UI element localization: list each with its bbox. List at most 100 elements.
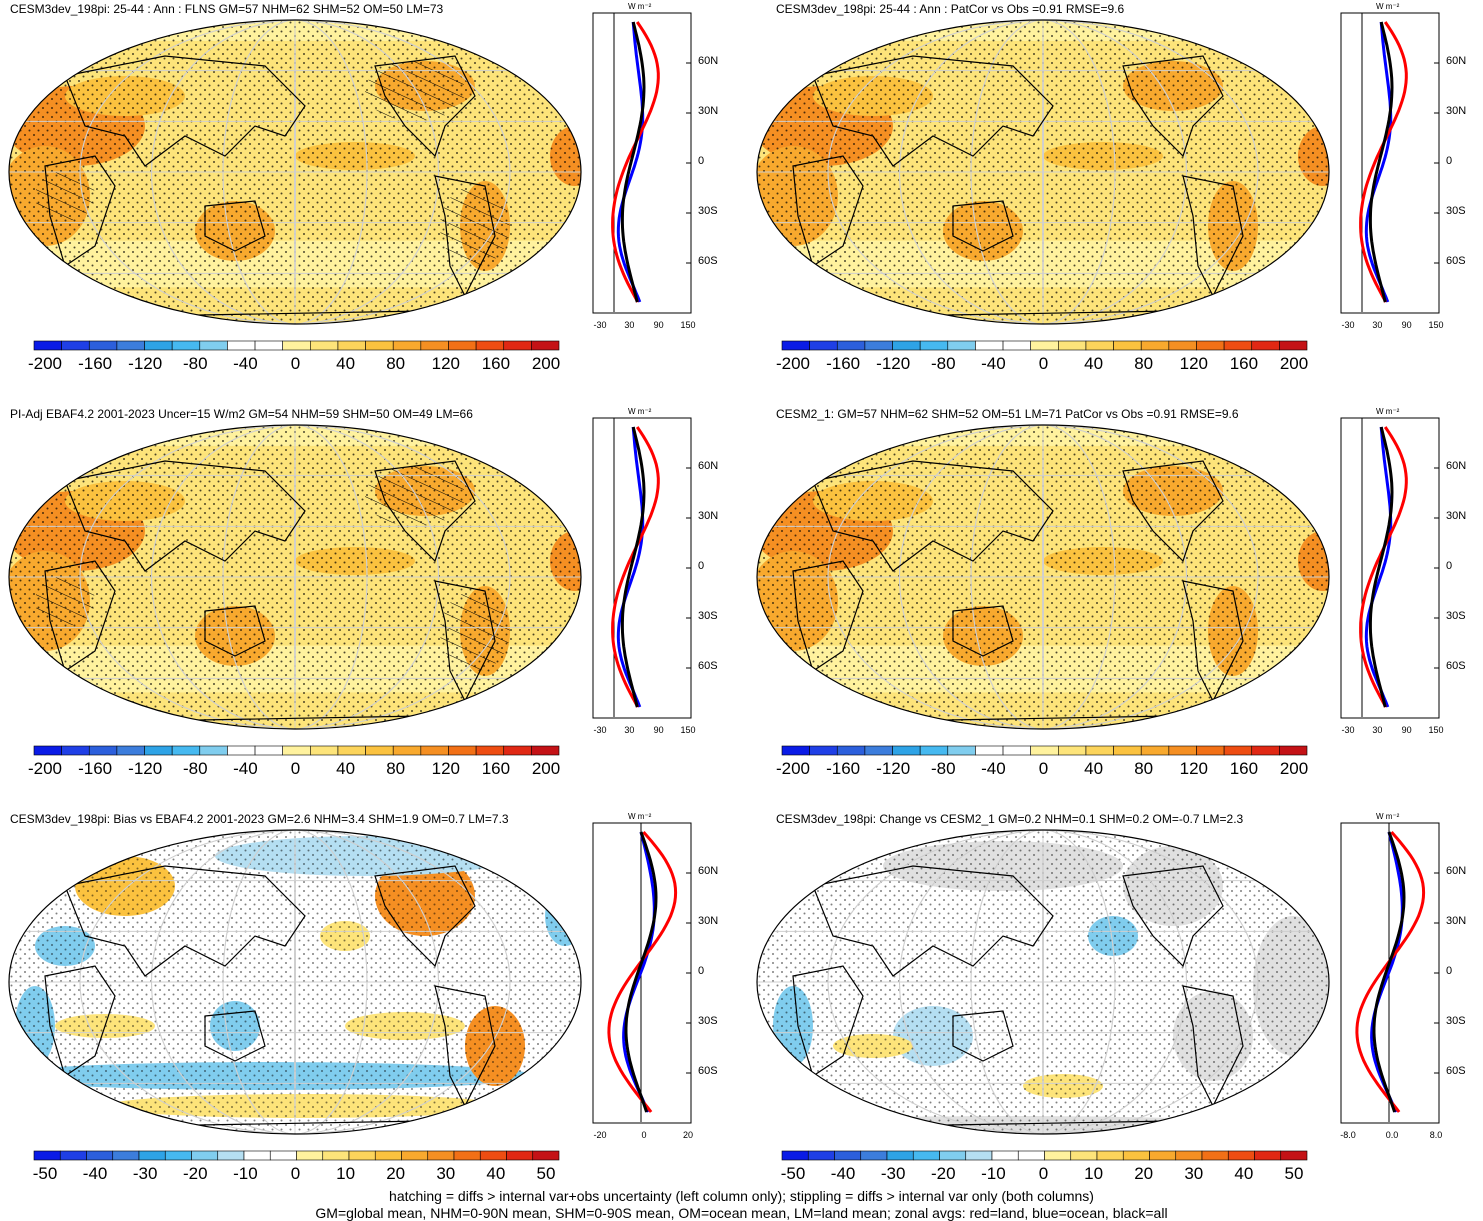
world-map <box>8 424 582 730</box>
colorbar-swatch <box>337 745 366 756</box>
lat-label: 60S <box>1446 1065 1466 1077</box>
colorbar-tick-label: 0 <box>1038 759 1049 778</box>
zonal-land-line <box>607 831 678 1113</box>
colorbar-swatch <box>217 1150 245 1161</box>
colorbar-swatch <box>834 1150 862 1161</box>
zonal-all-line <box>1368 426 1394 708</box>
colorbar-swatch <box>991 1150 1019 1161</box>
zonal-unit-label: W m⁻² <box>1376 407 1400 416</box>
colorbar-tick-label: -40 <box>981 759 1006 778</box>
colorbar-swatch <box>199 340 228 351</box>
colorbar-swatch <box>33 745 62 756</box>
colorbar-swatch <box>296 1150 324 1161</box>
zonal-unit-label: W m⁻² <box>1376 812 1400 821</box>
colorbar-tick-label: 0 <box>1038 1164 1049 1183</box>
zonal-mean-plot <box>1340 417 1440 719</box>
zonal-land-line <box>611 21 660 303</box>
colorbar-swatch <box>939 1150 967 1161</box>
colorbar-swatch <box>1085 340 1114 351</box>
colorbar-swatch <box>199 745 228 756</box>
colorbar-swatch <box>947 745 976 756</box>
colorbar-swatch <box>282 340 311 351</box>
colorbar-tick-label: 200 <box>531 354 561 373</box>
zonal-x-tick: -8.0 <box>1340 1130 1356 1140</box>
colorbar-swatch <box>310 745 339 756</box>
zonal-x-tick: -30 <box>593 320 607 330</box>
colorbar-swatch <box>864 745 893 756</box>
colorbar-tick-label: 40 <box>336 759 356 778</box>
panel-2: CESM3dev_198pi: 25-44 : Ann : PatCor vs … <box>748 0 1483 400</box>
colorbar-tick-label: -80 <box>931 759 956 778</box>
colorbar-swatch <box>1030 340 1059 351</box>
colorbar-tick-label: -200 <box>775 354 811 373</box>
zonal-x-tick: 90 <box>653 725 664 735</box>
zonal-x-tick: 150 <box>680 725 696 735</box>
colorbar-swatch <box>392 340 422 351</box>
colorbar-tick-label: 0 <box>290 759 301 778</box>
colorbar-swatch <box>1168 745 1197 756</box>
colorbar-tick-label: 120 <box>1179 354 1208 373</box>
colorbar-swatch <box>1070 1150 1098 1161</box>
lat-label: 30N <box>698 105 719 117</box>
colorbar-tick-label: -120 <box>876 354 911 373</box>
colorbar-labels: -200 -160 -120 -80 -40 0 40 80 120 160 200 <box>776 354 1308 376</box>
colorbar-tick-label: 30 <box>436 1164 456 1183</box>
colorbar-swatch <box>243 1150 271 1161</box>
zonal-ocean-line <box>1364 21 1393 303</box>
colorbar-tick-label: -50 <box>32 1164 58 1183</box>
colorbar-tick-label: -40 <box>233 354 258 373</box>
lat-label: 30S <box>698 205 718 217</box>
colorbar-labels: -50 -40 -30 -20 -10 0 10 20 30 40 50 <box>33 1164 558 1186</box>
colorbar <box>781 340 1308 351</box>
colorbar-swatch <box>531 745 560 756</box>
colorbar-swatch <box>1058 745 1087 756</box>
zonal-x-tick: 30 <box>1372 320 1383 330</box>
colorbar-swatch <box>420 745 449 756</box>
colorbar <box>33 340 560 351</box>
colorbar-swatch <box>365 745 394 756</box>
zonal-x-tick: 30 <box>624 320 635 330</box>
zonal-unit-label: W m⁻² <box>1376 2 1400 11</box>
colorbar-tick-label: 0 <box>290 354 301 373</box>
colorbar-swatch <box>781 745 810 756</box>
colorbar-swatch <box>781 340 810 351</box>
colorbar-swatch <box>420 340 449 351</box>
lat-label: 60S <box>1446 660 1466 672</box>
colorbar-swatch <box>886 1150 914 1161</box>
colorbar-swatch <box>1251 340 1280 351</box>
colorbar-tick-label: 50 <box>536 1164 556 1183</box>
colorbar-swatch <box>864 340 893 351</box>
zonal-ocean-line <box>616 21 645 303</box>
lat-label: 60N <box>698 55 719 67</box>
colorbar <box>781 1150 1308 1161</box>
colorbar <box>33 1150 560 1161</box>
colorbar-swatch <box>475 340 505 351</box>
zonal-x-tick: 30 <box>1372 725 1383 735</box>
colorbar-swatch <box>227 745 256 756</box>
zonal-ocean-line <box>622 831 656 1113</box>
colorbar-swatch <box>269 1150 297 1161</box>
colorbar-swatch <box>506 1150 534 1161</box>
panel-5: CESM3dev_198pi: Bias vs EBAF4.2 2001-202… <box>0 810 740 1210</box>
colorbar-swatch <box>1251 745 1280 756</box>
colorbar-swatch <box>1168 340 1197 351</box>
colorbar-swatch <box>912 1150 940 1161</box>
zonal-land-line <box>611 426 660 708</box>
colorbar-swatch <box>975 745 1004 756</box>
colorbar-swatch <box>138 1150 166 1161</box>
lat-label: 60N <box>1446 460 1467 472</box>
colorbar-swatch <box>1017 1150 1045 1161</box>
colorbar-swatch <box>88 340 118 351</box>
zonal-unit-label: W m⁻² <box>628 407 652 416</box>
lat-label: 30N <box>1446 915 1467 927</box>
colorbar-tick-label: 160 <box>481 759 511 778</box>
colorbar-swatch <box>1280 1150 1308 1161</box>
colorbar-swatch <box>1030 745 1059 756</box>
colorbar-swatch <box>374 1150 402 1161</box>
footer-line-1: hatching = diffs > internal var+obs unce… <box>389 1188 1094 1204</box>
colorbar-swatch <box>965 1150 993 1161</box>
colorbar-swatch <box>365 340 394 351</box>
zonal-mean-plot <box>592 822 692 1124</box>
colorbar-swatch <box>1140 745 1170 756</box>
colorbar-tick-label: -120 <box>876 759 911 778</box>
